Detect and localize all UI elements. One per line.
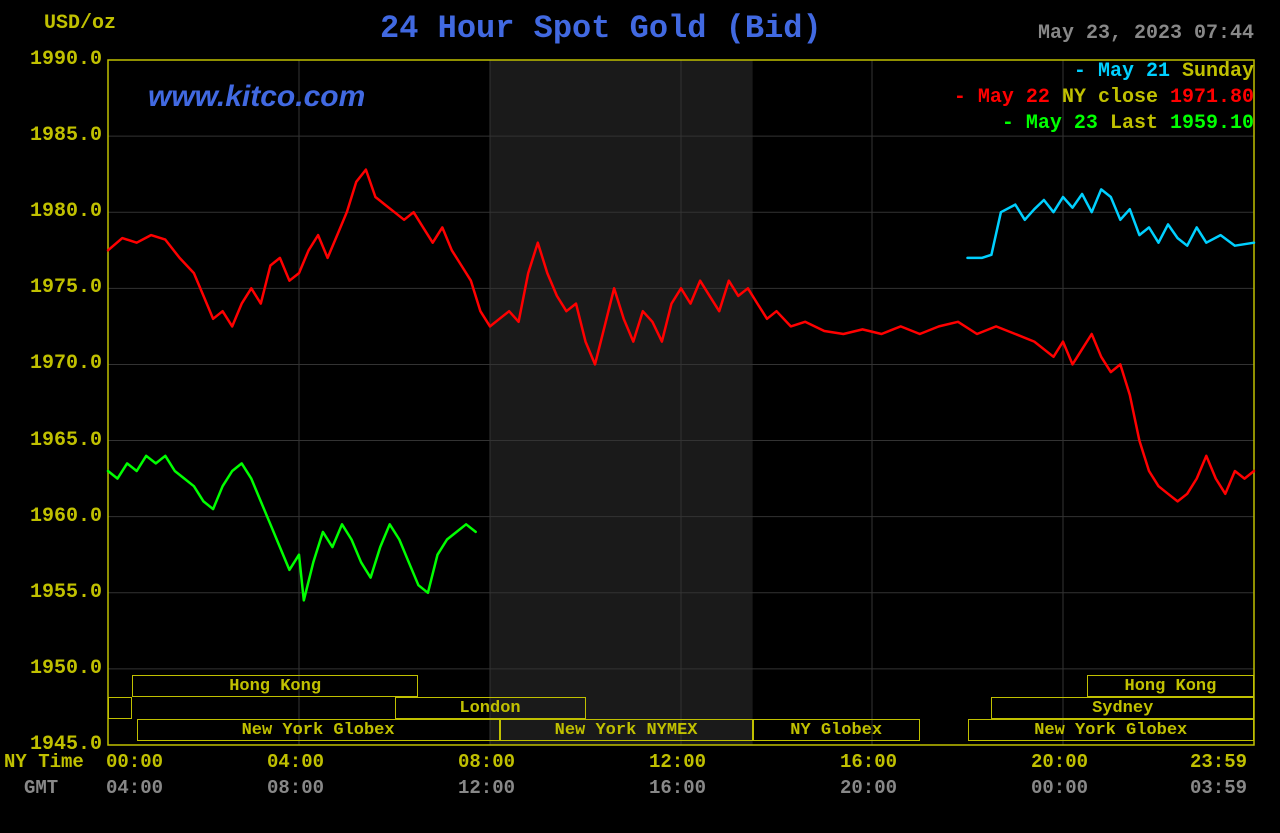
x-tick-ny: 00:00 <box>106 751 163 773</box>
y-tick-label: 1950.0 <box>30 657 102 680</box>
x-tick-ny: 20:00 <box>1031 751 1088 773</box>
x-tick-ny: 23:59 <box>1190 751 1247 773</box>
x-tick-gmt: 08:00 <box>267 777 324 799</box>
x-tick-gmt: 12:00 <box>458 777 515 799</box>
y-tick-label: 1960.0 <box>30 505 102 528</box>
x-tick-gmt: 16:00 <box>649 777 706 799</box>
kitco-watermark: www.kitco.com <box>148 80 365 114</box>
y-tick-label: 1965.0 <box>30 429 102 452</box>
x-tick-gmt: 04:00 <box>106 777 163 799</box>
y-tick-label: 1980.0 <box>30 200 102 223</box>
x-tick-ny: 12:00 <box>649 751 706 773</box>
y-tick-label: 1975.0 <box>30 276 102 299</box>
y-tick-label: 1955.0 <box>30 581 102 604</box>
y-tick-label: 1985.0 <box>30 124 102 147</box>
y-axis-unit-label: USD/oz <box>44 12 116 35</box>
ny-time-label: NY Time <box>4 751 84 773</box>
market-session-box: NY Globex <box>753 719 920 741</box>
x-tick-ny: 08:00 <box>458 751 515 773</box>
market-session-box: New York Globex <box>968 719 1255 741</box>
x-tick-gmt: 20:00 <box>840 777 897 799</box>
legend-item: - May 21 Sunday <box>1074 60 1254 83</box>
chart-timestamp: May 23, 2023 07:44 <box>1038 22 1254 45</box>
market-session-box: Sydney <box>991 697 1254 719</box>
market-session-box <box>108 697 132 719</box>
gmt-time-label: GMT <box>24 777 58 799</box>
x-tick-gmt: 00:00 <box>1031 777 1088 799</box>
legend-item: - May 23 Last 1959.10 <box>1002 112 1254 135</box>
market-session-box: New York NYMEX <box>500 719 753 741</box>
y-tick-label: 1970.0 <box>30 352 102 375</box>
x-tick-ny: 16:00 <box>840 751 897 773</box>
market-session-box: London <box>395 697 586 719</box>
x-tick-ny: 04:00 <box>267 751 324 773</box>
chart-title: 24 Hour Spot Gold (Bid) <box>380 10 822 47</box>
y-tick-label: 1990.0 <box>30 48 102 71</box>
x-tick-gmt: 03:59 <box>1190 777 1247 799</box>
market-session-box: Hong Kong <box>132 675 419 697</box>
legend-item: - May 22 NY close 1971.80 <box>954 86 1254 109</box>
market-session-box: New York Globex <box>137 719 500 741</box>
market-session-box: Hong Kong <box>1087 675 1254 697</box>
